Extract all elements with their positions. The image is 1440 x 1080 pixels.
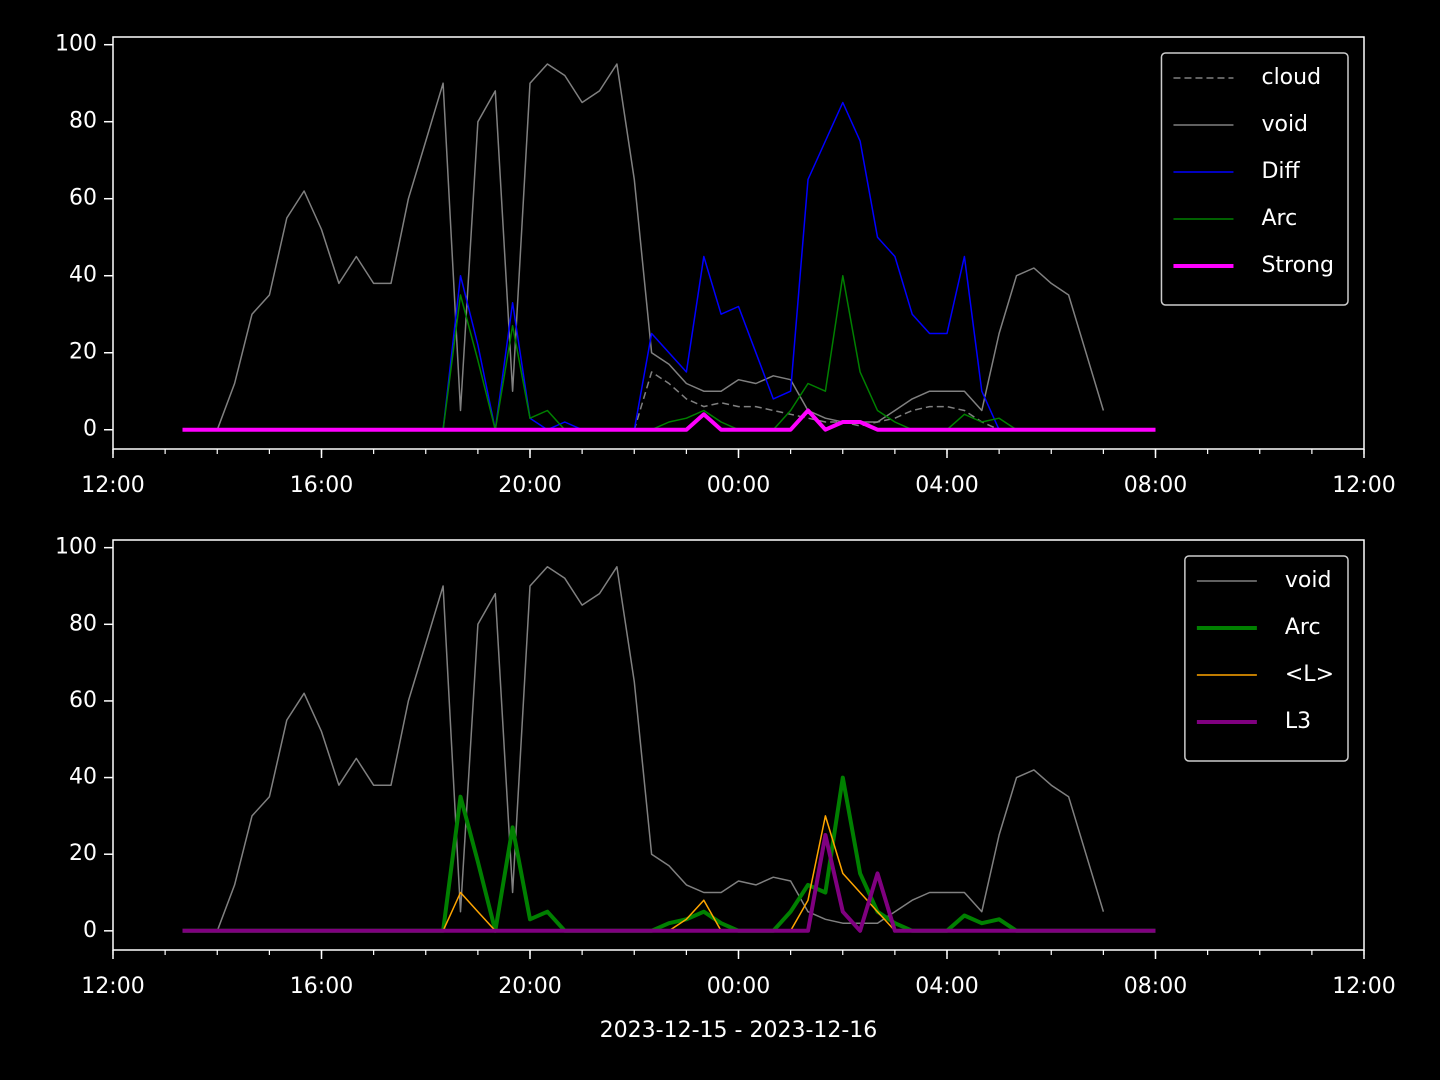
x-tick-label: 00:00 <box>707 974 770 999</box>
legend-frame <box>1184 555 1349 762</box>
axes-frame <box>112 539 1365 951</box>
y-tick-label: 80 <box>69 611 97 636</box>
y-tick-label: 0 <box>83 918 97 943</box>
x-tick-label: 08:00 <box>1124 974 1187 999</box>
x-tick-label: 00:00 <box>707 473 770 498</box>
x-tick-label: 12:00 <box>81 473 144 498</box>
legend-label: Strong <box>1261 253 1334 278</box>
legend-label: Arc <box>1261 206 1297 231</box>
data-line <box>182 371 1104 431</box>
x-tick-label: 04:00 <box>915 473 978 498</box>
data-line <box>182 833 1156 933</box>
x-tick-label: 20:00 <box>498 473 561 498</box>
legend: cloud void Diff Arc Strong <box>1160 52 1349 306</box>
legend-frame <box>1160 52 1349 306</box>
x-axis-label: 2023-12-15 - 2023-12-16 <box>600 1018 878 1043</box>
legend: void Arc <L> L3 <box>1184 555 1349 762</box>
legend-label: L3 <box>1285 709 1311 734</box>
legend-label: Arc <box>1285 615 1321 640</box>
y-tick-label: 80 <box>69 109 97 134</box>
legend-label: <L> <box>1285 662 1334 687</box>
x-tick-label: 08:00 <box>1124 473 1187 498</box>
y-tick-label: 0 <box>83 417 97 442</box>
legend-label: void <box>1285 568 1332 593</box>
data-line <box>182 408 1156 432</box>
legend-label: cloud <box>1261 65 1321 90</box>
data-line <box>182 566 1105 932</box>
legend-label: Diff <box>1261 159 1300 184</box>
x-tick-label: 16:00 <box>290 473 353 498</box>
x-tick-label: 12:00 <box>1332 974 1395 999</box>
axes-frame <box>112 36 1365 450</box>
y-tick-label: 100 <box>55 535 97 560</box>
x-tick-label: 12:00 <box>81 974 144 999</box>
x-tick-label: 12:00 <box>1332 473 1395 498</box>
y-tick-label: 100 <box>55 32 97 57</box>
y-tick-label: 60 <box>69 688 97 713</box>
x-tick-label: 04:00 <box>915 974 978 999</box>
legend-label: void <box>1261 112 1308 137</box>
y-tick-label: 60 <box>69 186 97 211</box>
y-tick-label: 20 <box>69 340 97 365</box>
data-line <box>182 63 1105 431</box>
y-tick-label: 40 <box>69 263 97 288</box>
y-tick-label: 40 <box>69 765 97 790</box>
x-tick-label: 20:00 <box>498 974 561 999</box>
y-tick-label: 20 <box>69 841 97 866</box>
x-tick-label: 16:00 <box>290 974 353 999</box>
